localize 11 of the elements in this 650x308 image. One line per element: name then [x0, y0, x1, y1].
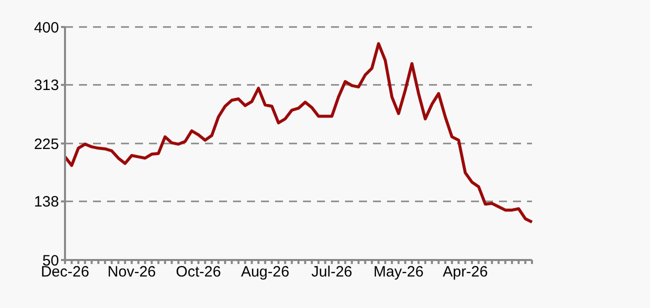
x-tick-label: Apr-26: [442, 264, 488, 281]
line-series: [64, 42, 534, 224]
y-tick-label: 313: [34, 77, 59, 94]
x-tick-label: Jul-26: [311, 264, 352, 281]
x-tick-label: Nov-26: [108, 264, 156, 281]
x-tick-label: Oct-26: [176, 264, 221, 281]
y-tick-label: 400: [34, 19, 59, 36]
x-tick-label: Aug-26: [240, 264, 290, 281]
x-tick-label: May-26: [374, 264, 424, 281]
y-tick-label: 138: [34, 194, 59, 211]
y-tick-label: 225: [34, 136, 59, 153]
